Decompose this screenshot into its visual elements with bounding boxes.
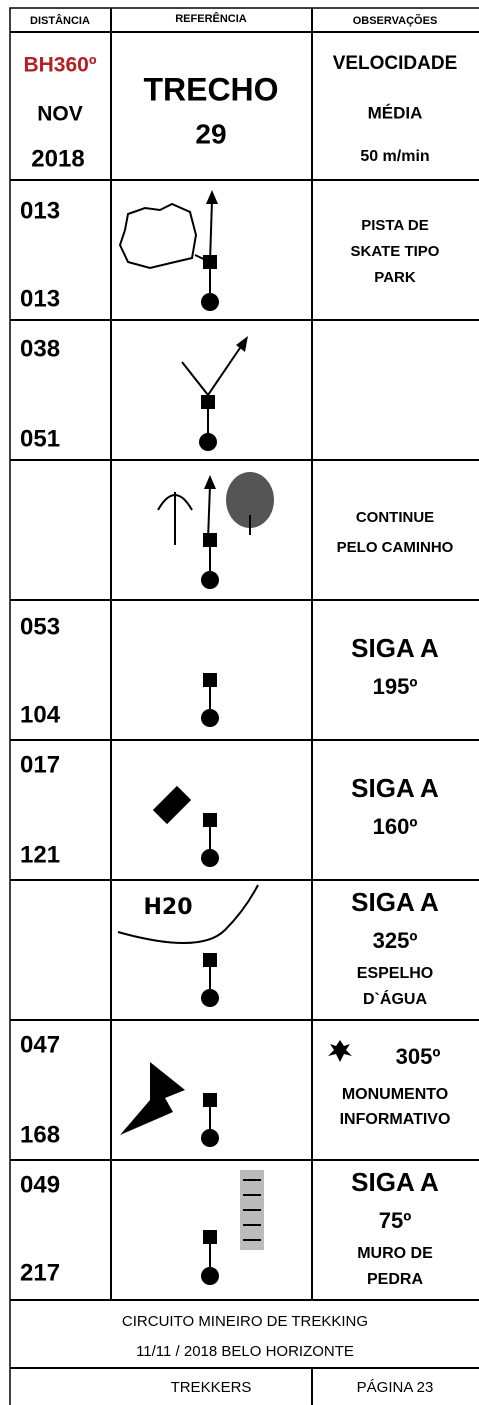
distance: 121 (20, 841, 60, 868)
distance: 217 (20, 1259, 60, 1286)
icon (181, 336, 248, 451)
note: SIGA A (351, 773, 439, 803)
note: SIGA A (351, 633, 439, 663)
table-grid (9, 7, 479, 1405)
note: PISTA DE (361, 217, 429, 234)
note: PELO CAMINHO (337, 539, 454, 556)
distance: 017 (20, 751, 60, 778)
year: 2018 (31, 145, 84, 172)
speed-line: MÉDIA (368, 103, 423, 122)
distance: 049 (20, 1171, 60, 1198)
icon (201, 1170, 264, 1285)
note: 195º (373, 674, 418, 699)
note: PARK (374, 269, 416, 286)
icon-label: H20 (143, 895, 192, 920)
note: CONTINUE (356, 509, 434, 526)
distance: 047 (20, 1031, 60, 1058)
section-label: TRECHO (143, 71, 278, 107)
note: ESPELHO (357, 965, 433, 982)
footer-page: PÁGINA 23 (357, 1379, 434, 1396)
footer-team: TREKKERS (171, 1379, 252, 1396)
footer-date: 11/11 / 2018 BELO HORIZONTE (136, 1343, 354, 1360)
distance: 038 (20, 335, 60, 362)
distance: 104 (20, 701, 61, 728)
note: 160º (373, 814, 418, 839)
note: INFORMATIVO (340, 1111, 451, 1128)
icon (117, 884, 259, 1007)
note: MONUMENTO (342, 1086, 448, 1103)
speed-line: VELOCIDADE (333, 53, 458, 74)
note: SIGA A (351, 1167, 439, 1197)
note: PEDRA (367, 1271, 423, 1288)
note: SIGA A (351, 887, 439, 917)
column-header: OBSERVAÇÕES (353, 14, 438, 27)
column-header: DISTÂNCIA (30, 14, 90, 27)
distance: 013 (20, 285, 60, 312)
note: 75º (379, 1208, 412, 1233)
distance: 053 (20, 613, 60, 640)
footer-event: CIRCUITO MINEIRO DE TREKKING (122, 1313, 368, 1330)
note: MURO DE (357, 1245, 433, 1262)
icon (201, 673, 219, 727)
column-header: REFERÊNCIA (175, 12, 247, 25)
distance: 051 (20, 425, 60, 452)
icon (157, 472, 274, 589)
icon (120, 1040, 352, 1147)
distance: 168 (20, 1121, 60, 1148)
note: 305º (396, 1044, 441, 1069)
brand: BH360º (23, 54, 96, 77)
speed-line: 50 m/min (360, 148, 429, 165)
icon (118, 190, 219, 311)
month: NOV (37, 103, 83, 126)
note: SKATE TIPO (351, 243, 440, 260)
note: D`ÁGUA (363, 989, 427, 1008)
distance: 013 (20, 197, 60, 224)
icon (152, 785, 219, 867)
section-number: 29 (195, 118, 226, 149)
note: 325º (373, 928, 418, 953)
